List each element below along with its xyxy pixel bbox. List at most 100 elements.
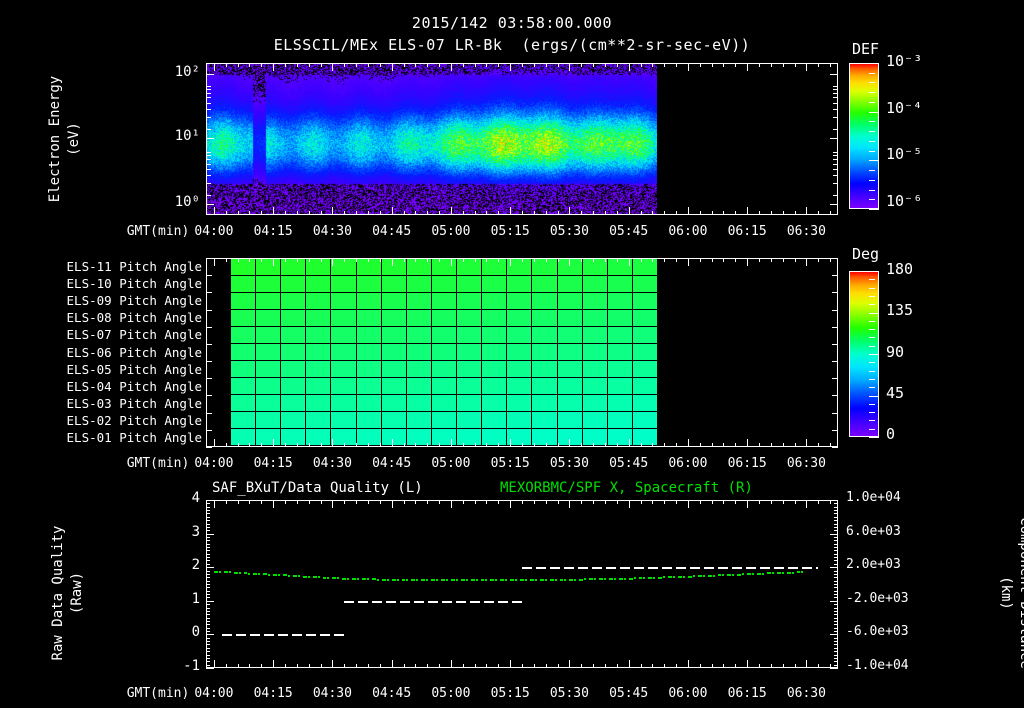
tick-mark	[404, 664, 405, 668]
tick-mark	[834, 611, 838, 612]
tick-mark	[309, 443, 310, 447]
tick-mark	[834, 618, 838, 619]
axis-tick-label: 06:30	[786, 224, 826, 239]
tick-mark	[214, 207, 215, 215]
axis-tick-label: 1.0e+04	[846, 490, 901, 505]
tick-mark	[723, 500, 724, 504]
pitch-angle-row-label: ELS-02 Pitch Angle	[66, 413, 202, 429]
tick-mark	[747, 660, 748, 668]
tick-mark	[833, 152, 838, 153]
tick-mark	[206, 611, 210, 612]
tick-mark	[833, 159, 838, 160]
tick-mark	[226, 664, 227, 668]
tick-mark	[830, 63, 831, 67]
spectrogram-image	[207, 64, 657, 214]
spacecraft-distance-segment	[648, 576, 653, 579]
pitch-angle-cell	[406, 412, 432, 429]
pitch-angle-cell	[457, 395, 483, 412]
pitch-angle-row-label: ELS-05 Pitch Angle	[66, 361, 202, 377]
pitch-angle-row-label: ELS-09 Pitch Angle	[66, 292, 202, 308]
pitch-angle-cell	[306, 276, 332, 293]
tick-mark	[605, 443, 606, 447]
spacecraft-distance-segment	[465, 579, 468, 582]
axis-tick-label: 10¹	[174, 128, 200, 145]
tick-mark	[332, 258, 333, 266]
data-quality-segment	[428, 600, 439, 603]
data-quality-segment	[620, 567, 630, 570]
pitch-angle-cell	[431, 310, 458, 327]
spacecraft-distance-segment	[554, 578, 557, 581]
axis-tick-label: 04:45	[372, 686, 412, 701]
tick-mark	[214, 660, 215, 668]
spacecraft-distance-segment	[391, 578, 396, 581]
tick-mark	[869, 151, 875, 152]
data-quality-segment	[235, 634, 246, 637]
tick-mark	[546, 664, 547, 668]
tick-mark	[605, 258, 606, 262]
pitch-angle-cell	[356, 361, 382, 378]
pitch-angle-cell	[381, 259, 407, 276]
tick-mark	[641, 664, 642, 668]
tick-mark	[759, 258, 760, 262]
pitch-angle-cell	[582, 412, 608, 429]
tick-mark	[771, 500, 772, 504]
pitch-angle-cell	[582, 395, 608, 412]
tick-mark	[206, 507, 210, 508]
tick-mark	[249, 500, 250, 504]
axis-tick-label: 05:45	[609, 686, 649, 701]
tick-mark	[226, 443, 227, 447]
tick-mark	[238, 500, 239, 504]
spacecraft-distance-segment	[366, 578, 369, 581]
spacecraft-distance-segment	[791, 571, 794, 574]
tick-mark	[652, 664, 653, 668]
tick-mark	[206, 581, 210, 582]
tick-mark	[206, 658, 210, 659]
tick-mark	[795, 63, 796, 67]
data-quality-segment	[305, 634, 316, 637]
tick-mark	[206, 560, 210, 561]
spacecraft-distance-segment	[312, 576, 317, 579]
tick-mark	[783, 211, 784, 215]
pitch-angle-cell	[507, 293, 533, 310]
axis-tick-label: 04:15	[253, 686, 293, 701]
pitch-angle-cell	[306, 293, 332, 310]
tick-mark	[206, 608, 210, 609]
spacecraft-distance-segment	[608, 578, 613, 580]
axis-tick-label: 06:00	[668, 686, 708, 701]
tick-mark	[206, 571, 210, 572]
tick-mark	[206, 447, 212, 448]
tick-mark	[759, 443, 760, 447]
tick-mark	[344, 63, 345, 67]
tick-mark	[833, 89, 838, 90]
spacecraft-distance-segment	[268, 573, 271, 576]
spacecraft-distance-segment	[564, 578, 567, 581]
data-quality-segment	[746, 567, 756, 570]
tick-mark	[206, 109, 211, 110]
tick-mark	[206, 641, 210, 642]
tick-mark	[795, 443, 796, 447]
tick-mark	[249, 63, 250, 67]
pitch-angle-cell	[406, 429, 432, 446]
tick-mark	[273, 439, 274, 447]
tick-mark	[206, 594, 210, 595]
tick-mark	[676, 443, 677, 447]
tick-mark	[285, 443, 286, 447]
axis-tick-label: 06:30	[786, 686, 826, 701]
spacecraft-distance-segment	[579, 578, 584, 581]
pitch-angle-cell	[557, 276, 583, 293]
tick-mark	[735, 258, 736, 262]
axis-tick-label: 06:00	[668, 456, 708, 471]
pitch-angle-cell	[331, 259, 357, 276]
tick-mark	[806, 500, 807, 508]
pitch-angle-cell	[482, 395, 508, 412]
axis-tick-label: -1.0e+04	[846, 658, 909, 673]
tick-mark	[249, 258, 250, 262]
tick-mark	[206, 520, 210, 521]
pitch-angle-cell	[632, 310, 658, 327]
tick-mark	[652, 443, 653, 447]
tick-mark	[206, 103, 211, 104]
pitch-angle-cell	[632, 293, 658, 310]
tick-mark	[869, 73, 875, 74]
spacecraft-distance-segment	[569, 578, 574, 581]
spacecraft-distance-segment	[470, 579, 475, 582]
